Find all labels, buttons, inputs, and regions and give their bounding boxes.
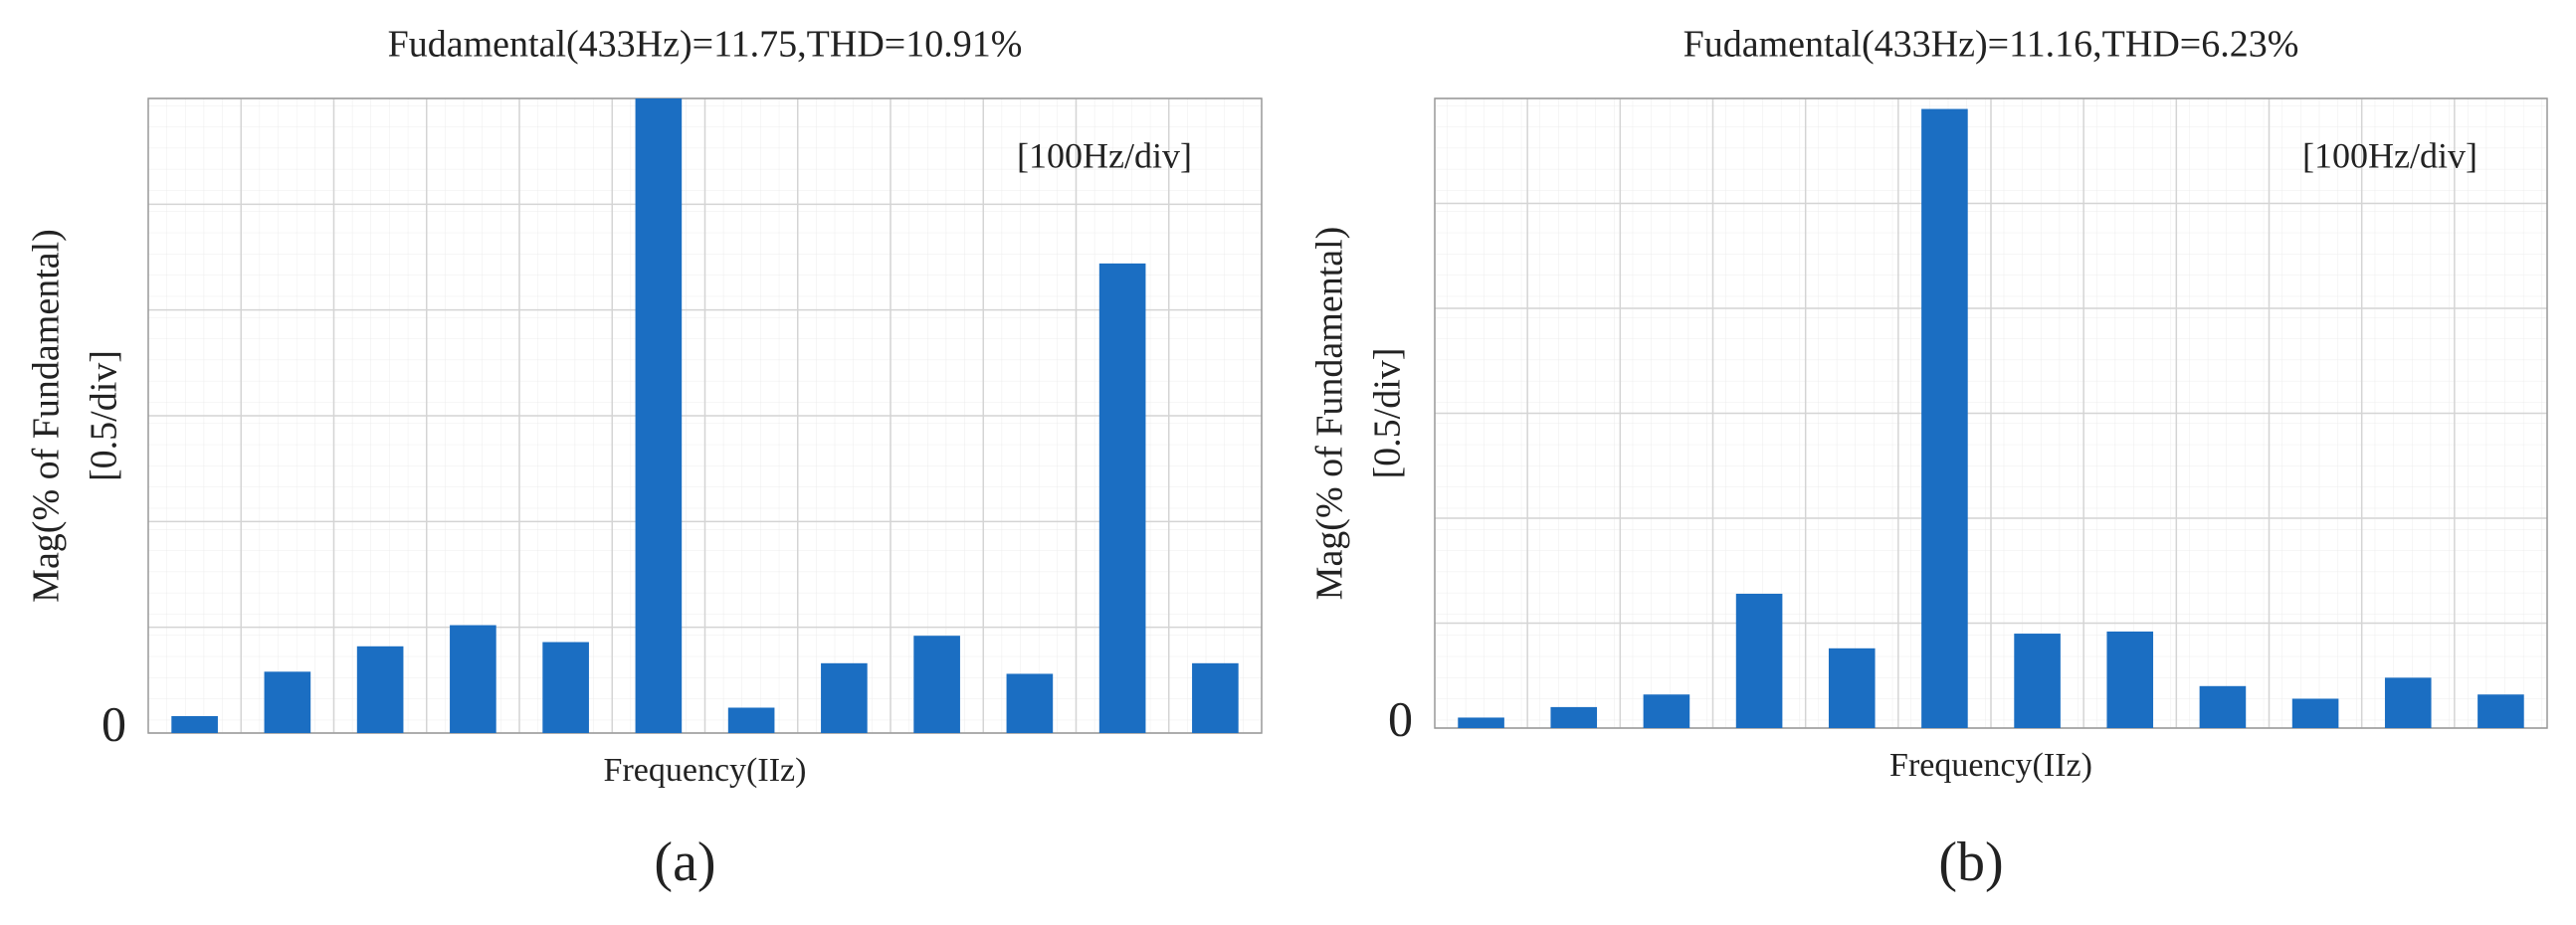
x-axis-label: Frequency(IIz)	[604, 752, 807, 789]
bar	[1921, 108, 1968, 729]
bar	[171, 715, 218, 733]
bar	[1550, 706, 1598, 728]
bar	[542, 642, 589, 733]
bar	[913, 636, 960, 733]
bar	[1098, 263, 1146, 733]
y-axis-label: Mag(% of Fundamental)	[26, 229, 68, 603]
y-axis-label: Mag(% of Fundamental)	[1309, 227, 1351, 601]
bar	[264, 671, 311, 733]
bar	[2106, 631, 2154, 728]
bar	[2477, 694, 2524, 728]
plot-frame	[147, 97, 1263, 734]
annotation: [100Hz/div]	[1017, 135, 1192, 175]
bar	[635, 98, 683, 733]
bar	[1643, 694, 1690, 728]
bar	[2384, 677, 2432, 728]
y-tick-label: 0	[1388, 690, 1413, 746]
bar	[1735, 593, 1783, 728]
bar	[821, 662, 868, 733]
y-tick-label: 0	[101, 695, 126, 751]
bar	[1192, 662, 1239, 733]
chart-title: Fudamental(433Hz)=11.75,THD=10.91%	[388, 24, 1023, 66]
bar	[356, 646, 404, 733]
y-axis-label: [0.5/div]	[1367, 348, 1409, 479]
x-axis-label: Frequency(IIz)	[1889, 747, 2092, 784]
bar	[2014, 634, 2061, 728]
panel-label: (a)	[654, 832, 715, 893]
bar	[1458, 717, 1504, 728]
plot-frame	[1434, 97, 2548, 729]
bar	[450, 625, 496, 733]
panel-label: (b)	[1938, 832, 2003, 893]
annotation: [100Hz/div]	[2302, 135, 2477, 175]
bar	[727, 707, 775, 733]
chart-title: Fudamental(433Hz)=11.16,THD=6.23%	[1684, 24, 2299, 66]
bar	[1828, 648, 1876, 728]
bar	[2199, 685, 2247, 728]
y-axis-label: [0.5/div]	[84, 350, 125, 481]
bar	[1006, 673, 1054, 733]
bar	[2291, 698, 2339, 728]
